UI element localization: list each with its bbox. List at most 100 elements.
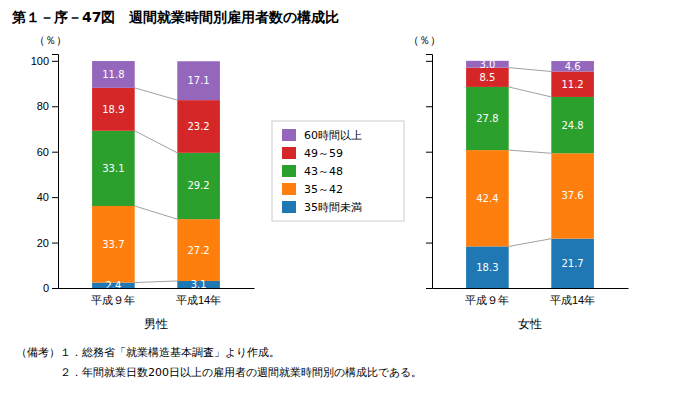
connector-line [135, 131, 178, 153]
bar-segment [92, 206, 135, 283]
y-tick: 0 [43, 282, 58, 294]
legend-swatch [282, 165, 296, 177]
y-axis [426, 55, 433, 289]
y-tick: 40 [37, 191, 58, 203]
data-labels: 2.43.133.727.233.129.218.923.211.817.1 [102, 69, 209, 291]
bar-segment [466, 87, 509, 150]
connector-line [509, 68, 552, 72]
y-tick-label: 20 [37, 237, 49, 249]
y-tick-mark [52, 106, 58, 107]
data-label: 17.1 [187, 75, 209, 86]
y-tick [426, 106, 432, 107]
data-label: 21.7 [561, 258, 583, 269]
y-tick-mark [426, 288, 432, 289]
legend-item: 35～42 [282, 183, 343, 196]
bar-segment [177, 153, 220, 219]
data-label: 33.1 [102, 163, 124, 174]
legend-swatch [282, 129, 296, 141]
bar-segment [466, 68, 509, 87]
legend-swatch [282, 183, 296, 195]
x-tick: 平成９年 [465, 288, 509, 306]
bar-segment [177, 100, 220, 153]
bar-segment [92, 61, 135, 88]
bar-segment [177, 219, 220, 281]
data-label: 18.9 [102, 104, 124, 115]
legend-box [272, 121, 404, 221]
chart-1: 18.321.742.437.627.824.88.511.23.04.6平成９… [408, 34, 629, 331]
connector-line [509, 87, 552, 97]
y-axis-title: （％） [408, 34, 441, 47]
connector-line [509, 239, 552, 247]
footnote: ２．年間就業日数200日以上の雇用者の週間就業時間別の構成比である。 [16, 366, 422, 379]
data-label: 37.6 [561, 190, 583, 201]
y-tick: 100 [31, 55, 58, 67]
x-axis-line [433, 288, 629, 289]
bar-segment [92, 88, 135, 131]
plot-area [92, 61, 220, 288]
y-tick [426, 197, 432, 198]
bar-segment [551, 71, 594, 96]
y-tick: 20 [37, 237, 58, 249]
y-tick-mark [52, 61, 58, 62]
y-tick [426, 152, 432, 153]
y-tick-mark [426, 197, 432, 198]
x-axis-title: 男性 [144, 317, 168, 331]
y-tick-label: 0 [43, 282, 49, 294]
data-label: 27.2 [187, 245, 209, 256]
connector-line [135, 88, 178, 100]
chart-svg: 2.43.133.727.233.129.218.923.211.817.1平成… [0, 0, 682, 400]
y-tick: 60 [37, 146, 58, 158]
bar-segment [92, 131, 135, 206]
y-tick-mark [52, 288, 58, 289]
x-tick-label: 平成９年 [91, 294, 135, 306]
y-tick-mark [426, 106, 432, 107]
chart-title: 第１－序－47図 週間就業時間別雇用者数の構成比 [11, 9, 339, 25]
x-tick: 平成９年 [91, 288, 135, 306]
y-axis: 0 20 40 60 80 100 [31, 55, 59, 295]
legend-label: 43～48 [304, 165, 343, 178]
legend-item: 60時間以上 [282, 129, 362, 142]
data-label: 33.7 [102, 239, 124, 250]
x-tick-label: 平成９年 [465, 294, 509, 306]
data-label: 27.8 [476, 113, 498, 124]
legend-swatch [282, 201, 296, 213]
data-label: 11.8 [102, 69, 124, 80]
x-tick: 平成14年 [550, 288, 595, 306]
y-tick-mark [52, 197, 58, 198]
x-axis: 平成９年 平成14年 [433, 288, 629, 306]
y-tick [426, 243, 432, 244]
x-tick-label: 平成14年 [550, 294, 595, 306]
bar-segment [466, 246, 509, 288]
y-tick: 80 [37, 100, 58, 112]
y-tick [426, 288, 432, 289]
legend-swatch [282, 147, 296, 159]
data-label: 11.2 [561, 79, 583, 90]
legend-item: 43～48 [282, 165, 343, 178]
y-axis-line [52, 55, 59, 289]
x-axis-line [59, 288, 255, 289]
y-tick-mark [52, 243, 58, 244]
connector-line [509, 150, 552, 153]
data-label: 18.3 [476, 262, 498, 273]
bar-segment [551, 239, 594, 288]
x-axis: 平成９年平成14年 [59, 288, 255, 306]
y-tick-label: 40 [37, 191, 49, 203]
legend-label: 35時間未満 [304, 201, 362, 214]
y-tick-mark [426, 152, 432, 153]
y-tick-mark [426, 243, 432, 244]
plot-area [466, 61, 594, 288]
legend-label: 49～59 [304, 147, 343, 160]
connector-line [135, 281, 178, 283]
y-tick [426, 61, 432, 62]
bar-segment [466, 150, 509, 246]
y-tick-mark [52, 152, 58, 153]
data-label: 23.2 [187, 121, 209, 132]
data-label: 3.0 [479, 59, 495, 70]
legend-label: 60時間以上 [304, 129, 362, 142]
legend-label: 35～42 [304, 183, 343, 196]
x-axis-title: 女性 [518, 317, 542, 331]
y-axis-line [426, 55, 433, 289]
legend-item: 35時間未満 [282, 201, 362, 214]
y-tick-mark [426, 61, 432, 62]
data-label: 4.6 [565, 61, 581, 72]
